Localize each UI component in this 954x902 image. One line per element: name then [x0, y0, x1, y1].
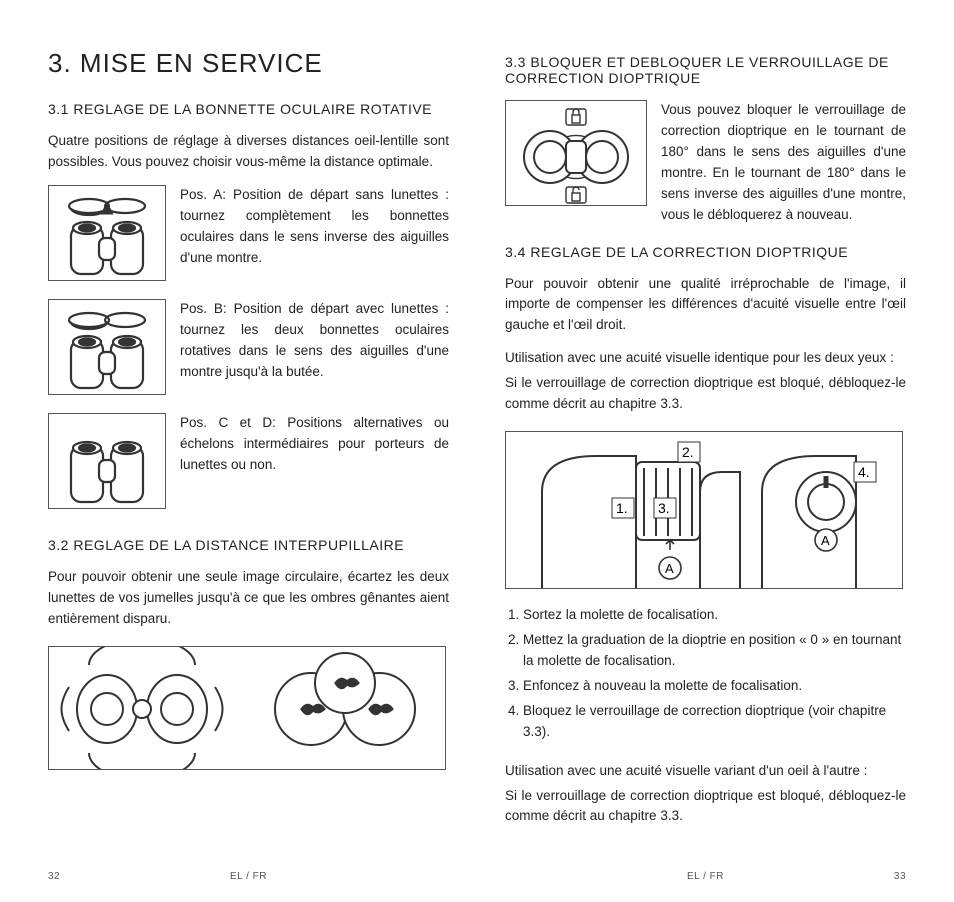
footer-center-left: EL / FR	[182, 871, 316, 882]
pos-a-row: Pos. A: Position de départ sans lunettes…	[48, 185, 449, 281]
callout-1: 1.	[616, 500, 628, 516]
diopter-steps-icon: 1. 2. 3. 4. A A	[506, 432, 902, 588]
step-3: Enfoncez à nouveau la molette de focalis…	[523, 676, 906, 697]
page-spread: 3. MISE EN SERVICE 3.1 REGLAGE DE LA BON…	[0, 0, 954, 902]
text-3-2: Pour pouvoir obtenir une seule image cir…	[48, 567, 449, 630]
steps-list: Sortez la molette de focalisation. Mette…	[505, 605, 906, 747]
sub2-text-3-4: Si le verrouillage de correction dioptri…	[505, 786, 906, 828]
binoculars-static-icon	[49, 414, 165, 508]
sub2-label: Utilisation avec une acuité visuelle var…	[505, 763, 867, 778]
step-4: Bloquez le verrouillage de correction di…	[523, 701, 906, 743]
footer-right: EL / FR 33	[505, 871, 906, 882]
page-number-left: 32	[48, 871, 182, 882]
diagram-pos-a	[48, 185, 166, 281]
svg-text:4.: 4.	[858, 464, 870, 480]
diagram-pos-cd	[48, 413, 166, 509]
pos-b-row: Pos. B: Position de départ avec lunettes…	[48, 299, 449, 395]
pos-b-text: Pos. B: Position de départ avec lunettes…	[180, 299, 449, 383]
interpupillary-diagram-icon	[49, 647, 445, 769]
pos-cd-label: Pos. C et D:	[180, 415, 276, 430]
right-column: 3.3 BLOQUER ET DEBLOQUER LE VERROUILLAGE…	[505, 48, 906, 882]
heading-3-2: 3.2 REGLAGE DE LA DISTANCE INTERPUPILLAI…	[48, 537, 449, 553]
sub2-3-4: Utilisation avec une acuité visuelle var…	[505, 761, 906, 782]
pos-cd-text: Pos. C et D: Positions alternatives ou é…	[180, 413, 449, 476]
binoculars-cw-icon	[49, 300, 165, 394]
page-title: 3. MISE EN SERVICE	[48, 48, 449, 79]
pos-cd-row: Pos. C et D: Positions alternatives ou é…	[48, 413, 449, 509]
pos-b-label: Pos. B:	[180, 301, 227, 316]
text-3-3: Vous pouvez bloquer le verrouillage de c…	[661, 100, 906, 226]
pos-a-label: Pos. A:	[180, 187, 226, 202]
page-number-right: 33	[772, 871, 906, 882]
intro-3-4: Pour pouvoir obtenir une qualité irrépro…	[505, 274, 906, 337]
sub1-text-3-4: Si le verrouillage de correction dioptri…	[505, 373, 906, 415]
footer-left: 32 EL / FR	[48, 871, 449, 882]
step-2: Mettez la graduation de la dioptrie en p…	[523, 630, 906, 672]
heading-3-4: 3.4 REGLAGE DE LA CORRECTION DIOPTRIQUE	[505, 244, 906, 260]
step-1: Sortez la molette de focalisation.	[523, 605, 906, 626]
svg-text:A: A	[665, 561, 674, 576]
heading-3-1: 3.1 REGLAGE DE LA BONNETTE OCULAIRE ROTA…	[48, 101, 449, 117]
footer-center-right: EL / FR	[639, 871, 773, 882]
section-3-3-row: Vous pouvez bloquer le verrouillage de c…	[505, 100, 906, 226]
diagram-ipd	[48, 646, 446, 770]
intro-3-1: Quatre positions de réglage à diverses d…	[48, 131, 449, 173]
svg-text:A: A	[821, 533, 830, 548]
left-column: 3. MISE EN SERVICE 3.1 REGLAGE DE LA BON…	[48, 48, 449, 882]
binoculars-ccw-icon	[49, 186, 165, 280]
diagram-diopter: 1. 2. 3. 4. A A	[505, 431, 903, 589]
lock-unlock-diagram-icon	[506, 101, 646, 205]
svg-text:2.: 2.	[682, 444, 694, 460]
pos-a-text: Pos. A: Position de départ sans lunettes…	[180, 185, 449, 269]
diagram-pos-b	[48, 299, 166, 395]
diagram-lock	[505, 100, 647, 206]
heading-3-3: 3.3 BLOQUER ET DEBLOQUER LE VERROUILLAGE…	[505, 54, 906, 86]
diagram-ipd-row	[48, 646, 449, 770]
svg-text:3.: 3.	[658, 500, 670, 516]
sub1-3-4: Utilisation avec une acuité visuelle ide…	[505, 348, 906, 369]
sub1-label: Utilisation avec une acuité visuelle ide…	[505, 350, 894, 365]
